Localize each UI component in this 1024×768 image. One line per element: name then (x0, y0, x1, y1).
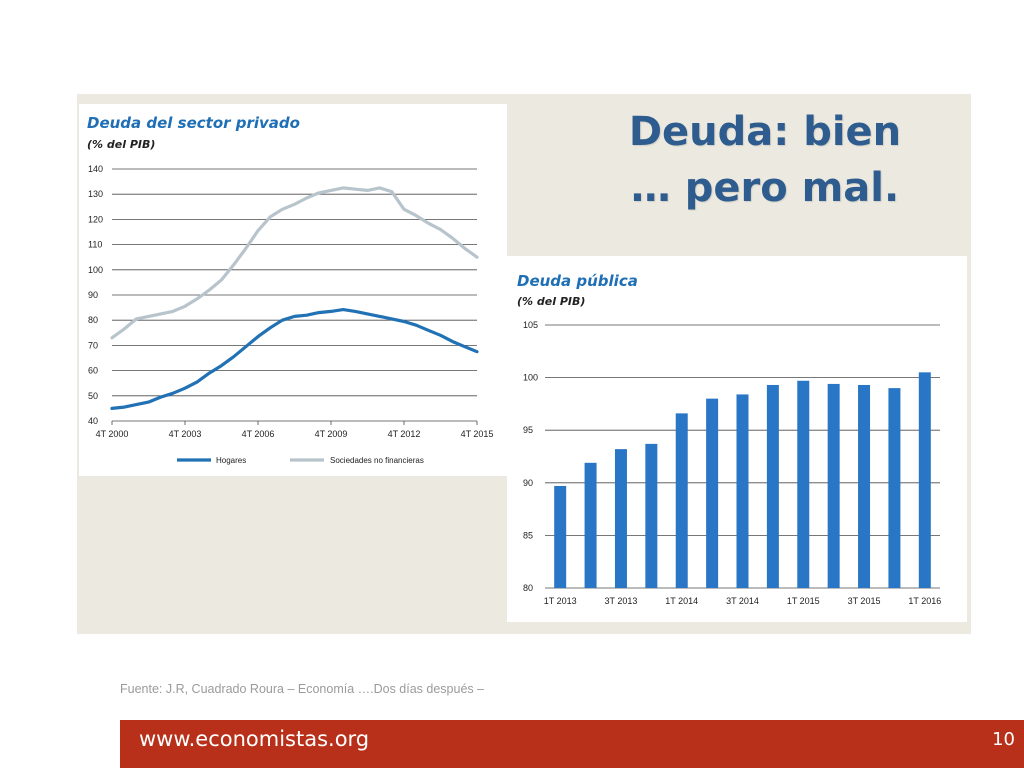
bar (888, 388, 901, 588)
y-tick-label: 130 (88, 189, 103, 199)
y-tick-label: 85 (523, 530, 533, 540)
bar (706, 398, 719, 588)
x-tick-label: 4T 2012 (388, 429, 421, 439)
x-tick-label: 3T 2015 (848, 596, 881, 606)
x-tick-label: 3T 2014 (726, 596, 759, 606)
bar (554, 485, 567, 588)
footer-url: www.economistas.org (139, 727, 370, 751)
bar (858, 384, 871, 588)
bar (584, 462, 597, 588)
bar (675, 413, 688, 588)
bar (645, 443, 658, 588)
slide-title-line-2: … pero mal. (630, 165, 900, 211)
y-tick-label: 105 (523, 320, 538, 330)
y-tick-label: 100 (88, 265, 103, 275)
x-tick-label: 1T 2014 (665, 596, 698, 606)
footer-bar (120, 720, 1024, 768)
x-tick-label: 4T 2015 (461, 429, 494, 439)
private-debt-chart-card: Deuda del sector privado (% del PIB) 40 5… (79, 104, 507, 476)
x-tick-label: 1T 2013 (544, 596, 577, 606)
private-debt-chart-subtitle: (% del PIB) (87, 138, 156, 151)
slide-title: Deuda: bien … pero mal. (580, 104, 950, 216)
slide-title-line-1: Deuda: bien (628, 109, 902, 155)
bar (827, 383, 840, 588)
x-tick-label: 4T 2003 (169, 429, 202, 439)
y-tick-label: 95 (523, 425, 533, 435)
page-number: 10 (992, 729, 1015, 750)
series-line (110, 308, 479, 410)
bar (736, 394, 749, 588)
source-note: Fuente: J.R, Cuadrado Roura – Economía …… (120, 682, 485, 696)
y-tick-label: 100 (523, 373, 538, 383)
x-tick-label: 1T 2015 (787, 596, 820, 606)
y-tick-label: 120 (88, 214, 103, 224)
y-tick-label: 110 (88, 240, 102, 250)
x-tick-label: 4T 2006 (242, 429, 275, 439)
private-debt-chart-title: Deuda del sector privado (87, 114, 300, 132)
y-tick-label: 50 (88, 391, 98, 401)
y-tick-label: 80 (88, 315, 98, 325)
y-tick-label: 140 (88, 164, 103, 174)
public-debt-chart-subtitle: (% del PIB) (517, 295, 586, 308)
y-tick-label: 70 (88, 340, 98, 350)
public-debt-chart-title: Deuda pública (517, 272, 638, 290)
y-tick-label: 80 (523, 583, 533, 593)
public-debt-bar-chart: 80 85 90 95 100 105 1T 2013 3T 2013 1T 2014 3T 20… (523, 320, 941, 606)
bar (766, 384, 779, 588)
x-tick-label: 4T 2009 (315, 429, 348, 439)
series-line (110, 186, 479, 340)
y-tick-label: 40 (88, 416, 98, 426)
public-debt-chart-card: Deuda pública (% del PIB) 80 85 90 95 100 105… (507, 256, 967, 622)
private-debt-line-chart: 40 50 60 70 80 90 100 110 120 130 140 4T 2000 4T 200… (88, 164, 494, 465)
x-tick-label: 4T 2000 (96, 429, 129, 439)
bar (918, 372, 931, 588)
legend-label: Hogares (216, 456, 246, 465)
bar (797, 380, 810, 588)
y-tick-label: 60 (88, 366, 98, 376)
legend-label: Sociedades no financieras (330, 456, 424, 465)
y-tick-label: 90 (523, 478, 533, 488)
x-tick-label: 3T 2013 (605, 596, 638, 606)
bar (614, 449, 627, 588)
x-tick-label: 1T 2016 (908, 596, 941, 606)
y-tick-label: 90 (88, 290, 98, 300)
